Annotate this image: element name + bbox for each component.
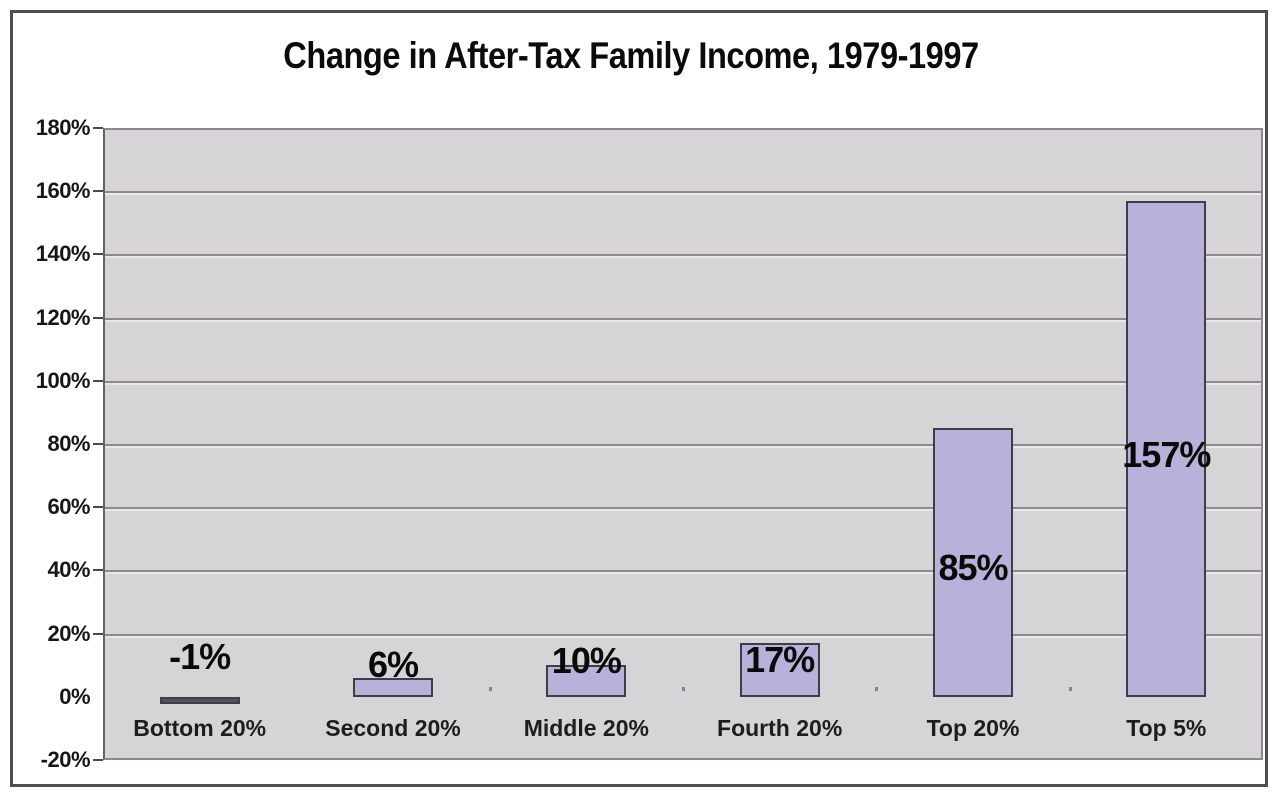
- grid-line: [105, 191, 1261, 194]
- grid-line: [105, 444, 1261, 446]
- y-tick: [93, 506, 103, 509]
- y-tick-label: 160%: [35, 178, 91, 204]
- bar-value-label: 10%: [551, 640, 622, 681]
- category-tick-dot: [488, 687, 492, 691]
- category-label: Fourth 20%: [717, 715, 843, 741]
- y-tick-label: 20%: [47, 620, 90, 646]
- y-tick: [93, 253, 103, 256]
- y-tick-label: 0%: [59, 683, 90, 709]
- category-label: Middle 20%: [523, 715, 649, 741]
- y-tick-label: 40%: [47, 557, 90, 583]
- bar-value-label: 157%: [1122, 434, 1211, 475]
- y-tick-label: 180%: [35, 115, 91, 140]
- y-tick-label: 100%: [35, 367, 91, 393]
- grid-line: [105, 254, 1261, 257]
- y-tick: [93, 632, 103, 635]
- category-label: Top 5%: [1126, 715, 1207, 741]
- y-tick-label: 120%: [35, 304, 91, 330]
- bar-value-label: -1%: [169, 636, 231, 677]
- bar: [353, 677, 433, 697]
- category-tick-dot: [875, 687, 879, 691]
- chart-title: Change in After-Tax Family Income, 1979-…: [283, 35, 979, 76]
- bar: [933, 428, 1013, 697]
- bar-value-label: 85%: [938, 547, 1008, 588]
- bar: [159, 696, 240, 704]
- bar-value-label: 6%: [367, 644, 419, 685]
- grid-line: [105, 570, 1261, 573]
- category-label: Bottom 20%: [133, 715, 267, 741]
- category-tick-dot: [682, 687, 685, 691]
- y-tick: [93, 316, 103, 319]
- bar-value-label: 17%: [745, 639, 815, 680]
- y-tick-label: -20%: [40, 747, 91, 772]
- y-tick: [93, 127, 103, 129]
- category-tick-dot: [1068, 687, 1072, 691]
- grid-line: [105, 380, 1261, 383]
- plot-area: [103, 128, 1263, 760]
- bar: [546, 665, 627, 697]
- grid-line: [105, 507, 1261, 510]
- bar: [1126, 200, 1207, 697]
- y-tick: [93, 190, 103, 193]
- y-tick-label: 140%: [35, 241, 91, 267]
- bar: [739, 643, 820, 697]
- y-tick: [93, 379, 103, 382]
- y-tick-label: 80%: [47, 431, 90, 456]
- y-tick: [93, 443, 103, 445]
- category-label: Second 20%: [325, 715, 461, 741]
- grid-line: [105, 317, 1261, 320]
- grid-line: [105, 633, 1261, 636]
- y-tick: [93, 569, 103, 572]
- category-label: Top 20%: [926, 715, 1020, 741]
- y-tick: [93, 759, 103, 761]
- y-tick-label: 60%: [47, 494, 90, 520]
